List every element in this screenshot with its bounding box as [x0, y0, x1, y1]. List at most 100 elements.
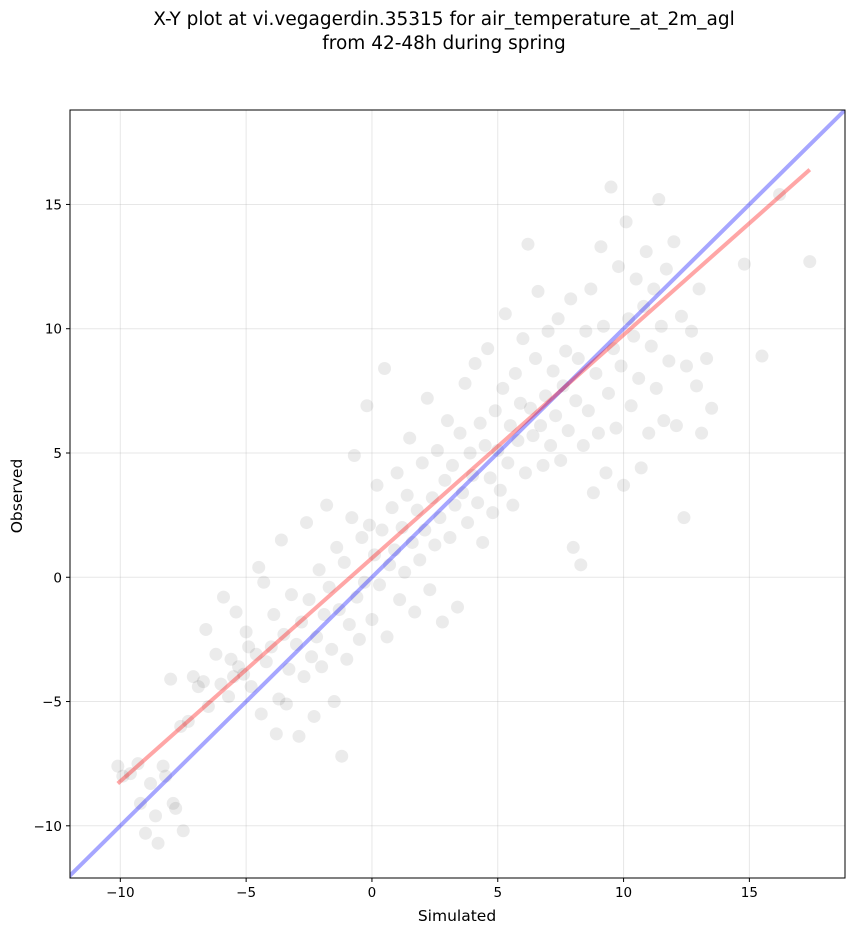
data-point: [320, 498, 334, 512]
x-tick-label: 0: [368, 885, 377, 901]
data-point: [365, 613, 379, 627]
data-point: [586, 486, 600, 500]
data-point: [149, 809, 163, 823]
y-axis-ticks: −10 −5 0 5 10 15: [34, 197, 70, 835]
data-point: [551, 312, 565, 326]
data-point: [430, 444, 444, 458]
plot-frame: [69, 109, 846, 879]
data-point: [352, 632, 366, 646]
data-point: [264, 640, 278, 654]
data-point: [257, 575, 271, 589]
data-point: [362, 518, 376, 532]
data-point: [269, 727, 283, 741]
data-point: [111, 759, 125, 773]
data-point: [644, 339, 658, 353]
data-point: [327, 695, 341, 709]
data-point: [196, 675, 210, 689]
data-point: [388, 543, 402, 557]
data-point: [541, 324, 555, 338]
data-point: [340, 652, 354, 666]
data-point: [277, 627, 291, 641]
data-point: [423, 583, 437, 597]
data-point: [282, 662, 296, 676]
data-point: [239, 625, 253, 639]
data-point: [297, 670, 311, 684]
data-point: [612, 260, 626, 274]
points-layer: [111, 180, 817, 850]
data-point: [755, 349, 769, 363]
data-point: [267, 608, 281, 622]
data-point: [164, 672, 178, 686]
data-point: [571, 352, 585, 366]
data-point: [523, 401, 537, 415]
data-point: [312, 563, 326, 577]
data-point: [169, 801, 183, 815]
data-point: [463, 446, 477, 460]
data-point: [594, 240, 608, 254]
data-point: [639, 245, 653, 259]
data-point: [690, 379, 704, 393]
data-point: [609, 421, 623, 435]
data-point: [370, 478, 384, 492]
data-point: [232, 660, 246, 674]
data-point: [191, 680, 205, 694]
data-point: [674, 309, 688, 323]
data-point: [116, 769, 130, 783]
data-point: [692, 282, 706, 296]
data-point: [700, 352, 714, 366]
data-point: [385, 501, 399, 515]
y-axis-label: Observed: [8, 459, 26, 534]
data-point: [201, 700, 215, 714]
data-point: [435, 615, 449, 629]
chart-title-line-2: from 42-48h during spring: [322, 33, 565, 54]
data-point: [569, 394, 583, 408]
data-point: [292, 729, 306, 743]
data-point: [186, 670, 200, 684]
data-point: [584, 282, 598, 296]
data-point: [332, 603, 346, 617]
data-point: [372, 578, 386, 592]
data-point: [403, 431, 417, 445]
data-point: [506, 498, 520, 512]
data-point: [508, 366, 522, 380]
data-point: [310, 630, 324, 644]
data-point: [254, 707, 268, 721]
data-point: [574, 558, 588, 572]
data-point: [773, 188, 787, 202]
data-point: [466, 468, 480, 482]
data-point: [596, 319, 610, 333]
data-point: [493, 483, 507, 497]
data-point: [473, 416, 487, 430]
data-point: [131, 757, 145, 771]
data-point: [513, 396, 527, 410]
data-point: [659, 262, 673, 276]
data-point: [468, 357, 482, 371]
data-point: [471, 496, 485, 510]
data-point: [591, 426, 605, 440]
data-point: [581, 404, 595, 418]
data-point: [518, 466, 532, 480]
data-point: [629, 272, 643, 286]
data-point: [667, 235, 681, 249]
data-point: [534, 419, 548, 433]
data-point: [294, 615, 308, 629]
data-point: [166, 796, 180, 810]
data-point: [133, 796, 147, 810]
data-point: [330, 540, 344, 554]
data-point: [695, 426, 709, 440]
data-point: [445, 458, 459, 472]
data-point: [526, 429, 540, 443]
data-point: [654, 319, 668, 333]
data-point: [679, 359, 693, 373]
data-point: [561, 424, 575, 438]
data-point: [405, 535, 419, 549]
data-point: [433, 511, 447, 525]
data-point: [420, 391, 434, 405]
data-point: [453, 426, 467, 440]
data-point: [516, 332, 530, 346]
data-point: [222, 690, 236, 704]
data-point: [483, 471, 497, 485]
data-point: [367, 548, 381, 562]
grid: [70, 110, 845, 878]
data-point: [443, 530, 457, 544]
